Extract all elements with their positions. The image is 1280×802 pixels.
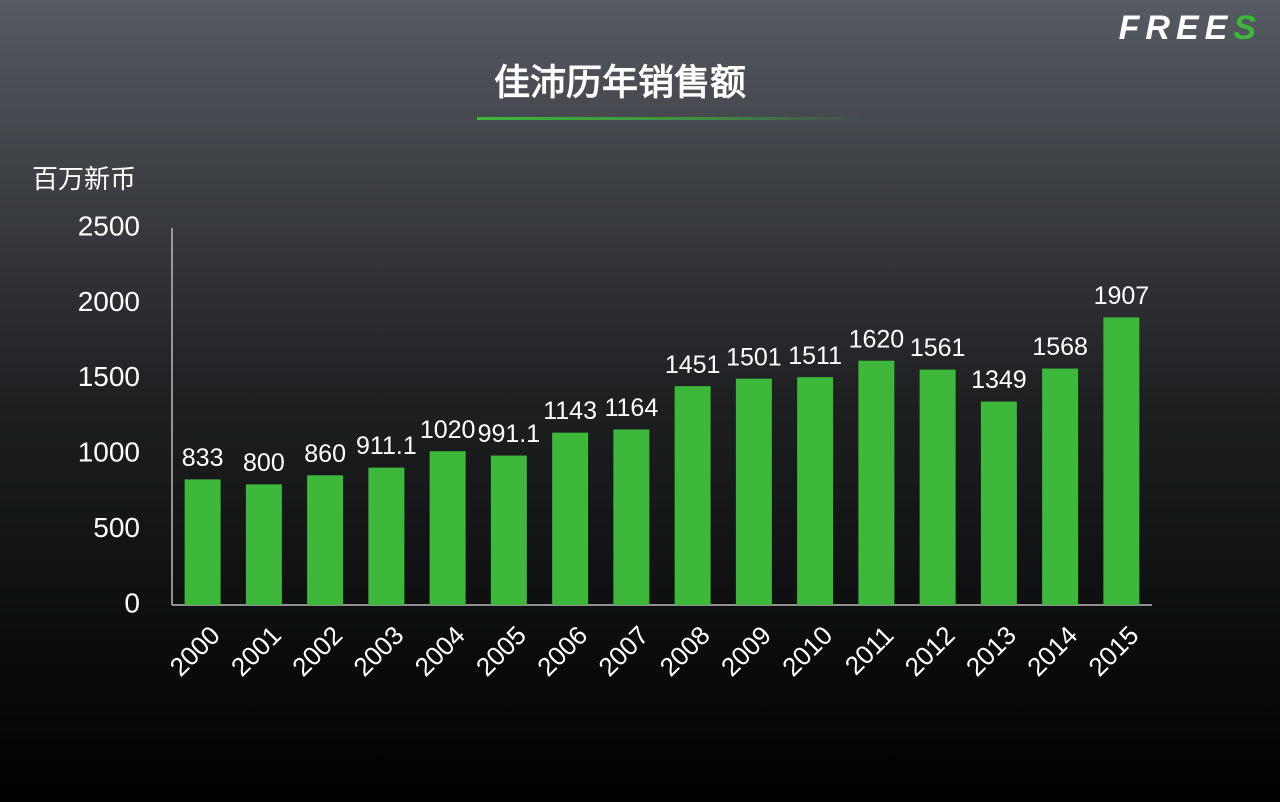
data-label: 833 (182, 444, 224, 472)
y-tick-label: 2000 (78, 286, 140, 317)
data-label: 1620 (849, 325, 905, 353)
data-label: 1164 (604, 394, 658, 422)
data-label: 1349 (971, 366, 1027, 394)
bar (919, 369, 956, 605)
bar (1103, 317, 1140, 605)
y-tick-label: 1000 (78, 437, 140, 468)
bar (613, 429, 650, 605)
bar (368, 467, 405, 605)
data-label: 1501 (726, 343, 782, 371)
bar (552, 432, 589, 605)
bar (245, 484, 282, 605)
chart-title: 佳沛历年销售额 (494, 62, 746, 103)
data-label: 1143 (543, 397, 597, 425)
bar (184, 479, 221, 605)
bar (797, 377, 834, 605)
bar (735, 378, 772, 605)
data-label: 1568 (1032, 333, 1088, 361)
bar (307, 475, 344, 605)
bar (674, 386, 711, 605)
y-tick-label: 0 (124, 587, 140, 618)
data-label: 911.1 (356, 432, 417, 460)
data-label: 1020 (420, 416, 476, 444)
y-tick-label: 1500 (78, 361, 140, 392)
title-underline (477, 117, 862, 120)
data-label: 1451 (665, 351, 721, 379)
y-axis-label: 百万新币 (32, 164, 136, 194)
bar (1042, 368, 1079, 605)
data-label: 800 (243, 449, 285, 477)
data-label: 860 (304, 440, 346, 468)
data-label: 1561 (910, 334, 966, 362)
y-tick-label: 500 (93, 512, 140, 543)
data-label: 1907 (1094, 282, 1150, 310)
bar (429, 451, 466, 605)
bar (490, 455, 527, 605)
data-label: 991.1 (478, 420, 541, 448)
data-label: 1511 (788, 342, 842, 370)
bar (858, 360, 895, 605)
logo: FREES (1119, 9, 1262, 47)
y-tick-label: 2500 (78, 210, 140, 241)
bar (980, 401, 1017, 605)
